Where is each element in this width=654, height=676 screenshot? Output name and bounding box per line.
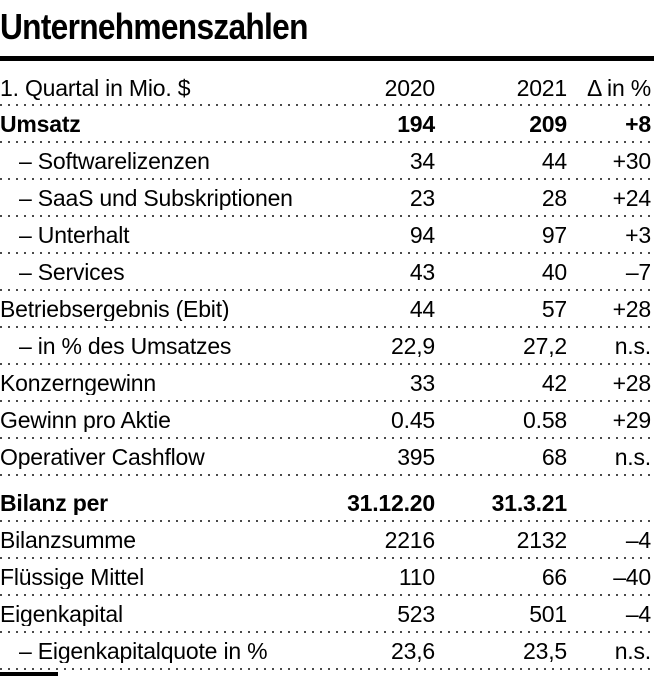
value-delta: +28 (612, 296, 652, 322)
value-2020: 22,9 (391, 333, 435, 359)
row-label: Flüssige Mittel (0, 565, 144, 589)
value-2020: 43 (409, 259, 435, 285)
row-label: – Services (19, 260, 125, 284)
page-title: Unternehmenszahlen (0, 6, 308, 47)
value-2021: 31.3.21 (491, 490, 568, 516)
table-row-unterhalt: – Unterhalt 94 97 +3 (0, 217, 654, 254)
value-2020: 194 (397, 111, 435, 137)
value-delta: +24 (612, 185, 652, 211)
value-delta: +28 (612, 370, 652, 396)
row-label: Operativer Cashflow (0, 445, 205, 469)
value-2021: 27,2 (523, 333, 567, 359)
row-label: Bilanz per (0, 491, 108, 515)
value-2020: 110 (398, 564, 435, 590)
value-2021: 68 (541, 444, 567, 470)
header-col-2020: 2020 (384, 75, 436, 101)
row-label: Betriebsergebnis (Ebit) (0, 297, 230, 321)
value-2020: 31.12.20 (347, 490, 435, 516)
table-row-services: – Services 43 40 –7 (0, 254, 654, 291)
table-row-softwarelizenzen: – Softwarelizenzen 34 44 +30 (0, 143, 654, 180)
header-col-delta: Δ in % (586, 75, 651, 101)
title-rule (0, 56, 654, 61)
value-delta: –4 (625, 527, 651, 553)
table-row-eigenkapitalquote: – Eigenkapitalquote in % 23,6 23,5 n.s. (0, 633, 654, 670)
value-delta: n.s. (614, 444, 651, 470)
table-row-eigenkapital: Eigenkapital 523 501 –4 (0, 596, 654, 633)
value-2021: 0.58 (523, 407, 567, 433)
table-row-betriebsergebnis: Betriebsergebnis (Ebit) 44 57 +28 (0, 291, 654, 328)
table-row-umsatz: Umsatz 194 209 +8 (0, 106, 654, 143)
table-row-gewinn-pro-aktie: Gewinn pro Aktie 0.45 0.58 +29 (0, 402, 654, 439)
row-label: – Softwarelizenzen (19, 149, 210, 173)
value-2020: 23,6 (391, 638, 435, 664)
value-2021: 42 (541, 370, 567, 396)
value-2021: 23,5 (523, 638, 567, 664)
value-2021: 97 (541, 222, 567, 248)
value-delta: –4 (625, 601, 651, 627)
value-2021: 40 (541, 259, 567, 285)
value-delta: +29 (612, 407, 652, 433)
row-label: – in % des Umsatzes (19, 334, 232, 358)
row-label: Eigenkapital (0, 602, 123, 626)
value-2020: 94 (409, 222, 435, 248)
value-delta: +30 (612, 148, 652, 174)
value-2020: 23 (409, 185, 435, 211)
table-row-bilanzsumme: Bilanzsumme 2216 2132 –4 (0, 522, 654, 559)
value-2021: 501 (529, 601, 567, 627)
figures-table: 1. Quartal in Mio. $ 2020 2021 Δ in % Um… (0, 61, 654, 670)
value-2020: 523 (397, 601, 435, 627)
value-delta: +8 (625, 111, 651, 137)
value-2021: 66 (541, 564, 567, 590)
value-delta: –7 (625, 259, 651, 285)
table-row-fluessige-mittel: Flüssige Mittel 110 66 –40 (0, 559, 654, 596)
value-2020: 2216 (384, 527, 436, 553)
value-2021: 57 (541, 296, 567, 322)
row-label: – Eigenkapitalquote in % (19, 639, 268, 663)
table-row-saas: – SaaS und Subskriptionen 23 28 +24 (0, 180, 654, 217)
value-2020: 44 (409, 296, 435, 322)
row-label: Konzerngewinn (0, 371, 156, 395)
value-2021: 209 (529, 111, 567, 137)
row-label: – Unterhalt (19, 223, 130, 247)
value-2020: 395 (397, 444, 435, 470)
table-row-ebit-marge: – in % des Umsatzes 22,9 27,2 n.s. (0, 328, 654, 365)
table-header-row: 1. Quartal in Mio. $ 2020 2021 Δ in % (0, 61, 654, 106)
row-label: Umsatz (0, 112, 81, 136)
table-row-bilanz-per: Bilanz per 31.12.20 31.3.21 (0, 485, 654, 522)
value-2020: 34 (409, 148, 435, 174)
table-row-konzerngewinn: Konzerngewinn 33 42 +28 (0, 365, 654, 402)
row-label: – SaaS und Subskriptionen (19, 186, 293, 210)
value-delta: n.s. (614, 333, 651, 359)
row-label: Gewinn pro Aktie (0, 408, 171, 432)
value-2021: 28 (541, 185, 567, 211)
cutoff-bottom-bar (0, 672, 58, 676)
value-2021: 44 (541, 148, 567, 174)
header-col-2021: 2021 (516, 75, 568, 101)
value-2020: 0.45 (391, 407, 435, 433)
value-2020: 33 (409, 370, 435, 396)
row-label: Bilanzsumme (0, 528, 136, 552)
value-2021: 2132 (516, 527, 568, 553)
header-unit-label: 1. Quartal in Mio. $ (0, 76, 191, 100)
value-delta: n.s. (614, 638, 651, 664)
value-delta: +3 (625, 222, 651, 248)
table-row-operativer-cashflow: Operativer Cashflow 395 68 n.s. (0, 439, 654, 476)
company-figures-table: Unternehmenszahlen 1. Quartal in Mio. $ … (0, 6, 654, 676)
value-delta: –40 (613, 564, 651, 590)
